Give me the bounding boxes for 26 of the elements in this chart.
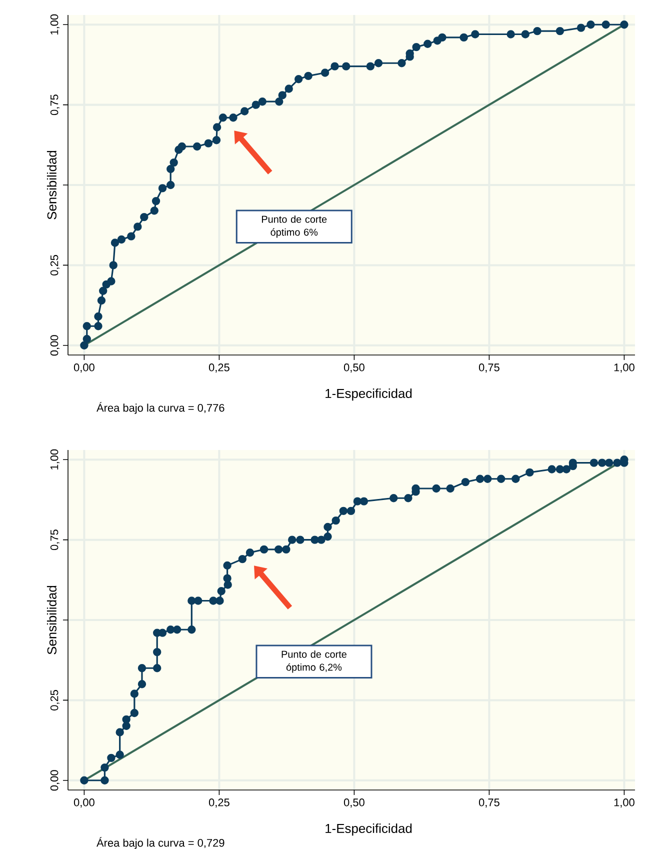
y-axis-title: Sensibilidad bbox=[46, 586, 56, 654]
y-tick-label: 1,00 bbox=[50, 14, 60, 34]
x-tick-label: 0,50 bbox=[344, 798, 364, 808]
x-axis-title: 1-Especificidad bbox=[326, 388, 412, 401]
y-tick-label: 1,00 bbox=[50, 449, 60, 470]
x-tick-label: 0,25 bbox=[208, 798, 230, 808]
x-tick-label: 0,75 bbox=[478, 798, 500, 808]
x-tick-label: 0,00 bbox=[74, 798, 94, 808]
x-axis-title: 1-Especificidad bbox=[326, 824, 412, 836]
x-tick-label: 0,75 bbox=[478, 364, 500, 373]
y-tick-label: 0,75 bbox=[50, 530, 60, 550]
y-axis-title: Sensibilidad bbox=[46, 150, 56, 220]
x-tick-label: 1,00 bbox=[614, 364, 634, 373]
y-tick-label: 0,25 bbox=[50, 255, 60, 276]
annotation: Punto de corte óptimo 6,2% bbox=[282, 650, 346, 673]
y-tick-label: 0,25 bbox=[50, 690, 60, 710]
text: Área bajo la curva = 0,729 bbox=[96, 837, 224, 849]
text: Área bajo la curva = 0,776 bbox=[96, 402, 224, 414]
y-tick-label: 0,00 bbox=[50, 770, 60, 791]
x-tick-label: 0,25 bbox=[208, 364, 230, 373]
x-tick-label: 1,00 bbox=[614, 798, 634, 808]
y-tick-label: 0,00 bbox=[50, 335, 60, 356]
x-tick-label: 0,50 bbox=[344, 364, 364, 373]
y-tick-label: 0,75 bbox=[50, 94, 60, 116]
x-tick-label: 0,00 bbox=[74, 364, 94, 373]
annotation: Punto de corte óptimo 6% bbox=[262, 215, 327, 238]
